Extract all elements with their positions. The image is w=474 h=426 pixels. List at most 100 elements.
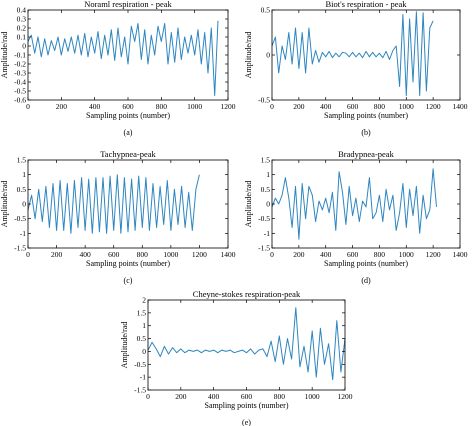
chart-d-xtick-label: 200 bbox=[293, 250, 305, 259]
chart-a-xtick-label: 200 bbox=[56, 102, 68, 111]
chart-c-xlabel: Sampling points (number) bbox=[86, 259, 170, 268]
chart-c-ytick-label: 1.5 bbox=[17, 156, 27, 165]
chart-e-xtick-label: 600 bbox=[241, 392, 253, 401]
chart-a-ylabel: Amplitude/rad bbox=[0, 32, 9, 79]
chart-panel-d: 0 200 400 600 800 1000 1200 1400 -1.5 -1 -0.5 0 0.5 1… bbox=[244, 149, 468, 285]
chart-b-xlabel: Sampling points (number) bbox=[324, 111, 408, 120]
chart-b-title: Biot's respiration - peak bbox=[325, 0, 407, 9]
chart-e-xtick-label: 1200 bbox=[338, 392, 353, 401]
chart-d-xtick-label: 1000 bbox=[399, 250, 414, 259]
chart-c-xtick-label: 200 bbox=[51, 250, 63, 259]
chart-b-ylabel: Amplitude/rad bbox=[244, 32, 253, 79]
chart-b-xtick-label: 800 bbox=[374, 102, 386, 111]
chart-d-ytick-label: 0 bbox=[266, 200, 270, 209]
chart-e-ytick-label: -0.5 bbox=[134, 360, 146, 369]
chart-e-xlabel: Sampling points (number) bbox=[205, 401, 289, 410]
chart-a-ytick-label: 0.1 bbox=[17, 33, 27, 42]
chart-c-ylabel: Amplitude/rad bbox=[0, 181, 9, 228]
chart-c-xtick-label: 1400 bbox=[221, 250, 236, 259]
chart-d-ytick-label: -1.5 bbox=[258, 244, 270, 253]
chart-b-series-line bbox=[271, 11, 434, 96]
chart-e-xtick-label: 200 bbox=[175, 392, 187, 401]
chart-b-caption: (b) bbox=[361, 128, 371, 137]
chart-e-xtick-label: 1000 bbox=[305, 392, 320, 401]
chart-d-ytick-label: -0.5 bbox=[258, 214, 270, 223]
chart-c-xtick-label: 1200 bbox=[192, 250, 207, 259]
chart-a-series-line bbox=[27, 20, 219, 96]
chart-a-ytick-label: -0.4 bbox=[14, 78, 26, 87]
chart-c-xtick-label: 800 bbox=[137, 250, 149, 259]
chart-a-ytick-label: 0.4 bbox=[17, 6, 27, 15]
chart-d-ytick-label: 1.5 bbox=[261, 156, 271, 165]
chart-a-ytick-label: -0.3 bbox=[14, 69, 26, 78]
chart-a-ytick-label: -0.2 bbox=[14, 60, 26, 69]
chart-a-axes-box bbox=[27, 9, 229, 101]
chart-e-axes-box bbox=[147, 299, 346, 391]
chart-b-xtick-label: 600 bbox=[347, 102, 359, 111]
chart-e-caption: (e) bbox=[242, 418, 251, 426]
chart-a-ytick-label: -0.1 bbox=[14, 51, 26, 60]
chart-b-ytick-label: 0 bbox=[266, 51, 270, 60]
chart-e-xtick-label: 400 bbox=[208, 392, 220, 401]
chart-e-ytick-label: -1 bbox=[140, 373, 146, 382]
chart-d-xtick-label: 800 bbox=[374, 250, 386, 259]
chart-d-ytick-label: -1 bbox=[264, 229, 270, 238]
chart-c-ytick-label: 0.5 bbox=[17, 185, 27, 194]
chart-a-ytick-label: -0.6 bbox=[14, 96, 26, 105]
chart-a-xtick-label: 0 bbox=[26, 102, 30, 111]
chart-a-caption: (a) bbox=[124, 128, 133, 137]
chart-d-xlabel: Sampling points (number) bbox=[324, 259, 408, 268]
chart-e-ytick-label: 1.5 bbox=[137, 308, 147, 317]
chart-panel-a: 0 200 400 600 800 1000 1200-0.6-0.5-0.4-0.3-0.… bbox=[0, 0, 236, 137]
chart-c-xtick-label: 600 bbox=[108, 250, 120, 259]
chart-a-title: Noraml respiration - peak bbox=[84, 0, 172, 9]
chart-e-ylabel: Amplitude/rad bbox=[120, 322, 129, 369]
chart-d-caption: (d) bbox=[361, 276, 371, 285]
chart-a-ytick-label: 0.2 bbox=[17, 24, 27, 33]
chart-b-xtick-label: 1000 bbox=[399, 102, 414, 111]
chart-e-series-line bbox=[147, 307, 346, 381]
chart-e-ytick-label: 0.5 bbox=[137, 334, 147, 343]
chart-a-xtick-label: 800 bbox=[156, 102, 168, 111]
chart-b-xtick-label: 0 bbox=[270, 102, 274, 111]
chart-a-xtick-label: 1000 bbox=[187, 102, 202, 111]
chart-e-ytick-label: -1.5 bbox=[134, 386, 146, 395]
chart-b-xtick-label: 1400 bbox=[453, 102, 468, 111]
chart-c-ytick-label: 1 bbox=[22, 170, 26, 179]
chart-d-title: Bradypnea-peak bbox=[338, 149, 394, 159]
chart-b-xtick-label: 400 bbox=[320, 102, 332, 111]
chart-b-xtick-label: 1200 bbox=[426, 102, 441, 111]
chart-d-xtick-label: 400 bbox=[320, 250, 332, 259]
chart-a-xtick-label: 400 bbox=[89, 102, 101, 111]
chart-d-ylabel: Amplitude/rad bbox=[244, 181, 253, 228]
chart-a-ytick-label: 0 bbox=[22, 42, 26, 51]
chart-d-xtick-label: 600 bbox=[347, 250, 359, 259]
chart-a-xtick-label: 600 bbox=[122, 102, 134, 111]
chart-c-ytick-label: -1.5 bbox=[14, 244, 26, 253]
chart-e-ytick-label: 1 bbox=[142, 321, 146, 330]
chart-c-xtick-label: 1000 bbox=[163, 250, 178, 259]
chart-d-series-line bbox=[271, 168, 437, 240]
chart-d-ytick-label: 0.5 bbox=[261, 185, 271, 194]
chart-c-ytick-label: 0 bbox=[22, 200, 26, 209]
chart-d-xtick-label: 0 bbox=[270, 250, 274, 259]
chart-c-xtick-label: 400 bbox=[80, 250, 92, 259]
chart-a-xtick-label: 1200 bbox=[221, 102, 236, 111]
chart-c-ytick-label: -1 bbox=[20, 229, 26, 238]
chart-c-xtick-label: 0 bbox=[26, 250, 30, 259]
chart-d-xtick-label: 1200 bbox=[426, 250, 441, 259]
chart-b-ytick-label: 0.5 bbox=[261, 6, 271, 15]
chart-panel-b: 0 200 400 600 800 1000 1200 1400-0.500.5Biot's … bbox=[244, 0, 468, 137]
chart-b-ytick-label: -0.5 bbox=[258, 96, 270, 105]
chart-e-ytick-label: 0 bbox=[142, 347, 146, 356]
chart-b-xtick-label: 200 bbox=[293, 102, 305, 111]
chart-a-xlabel: Sampling points (number) bbox=[86, 111, 170, 120]
chart-a-ytick-label: 0.3 bbox=[17, 15, 27, 24]
chart-c-series-line bbox=[27, 174, 200, 234]
chart-a-ytick-label: -0.5 bbox=[14, 87, 26, 96]
chart-d-xtick-label: 1400 bbox=[453, 250, 468, 259]
chart-panel-e: 0 200 400 600 800 1000 1200 -1.5 -1 -0.5 0 0.5 1 1.5 2… bbox=[120, 289, 353, 426]
chart-c-ytick-label: -0.5 bbox=[14, 214, 26, 223]
chart-c-caption: (c) bbox=[124, 276, 133, 285]
